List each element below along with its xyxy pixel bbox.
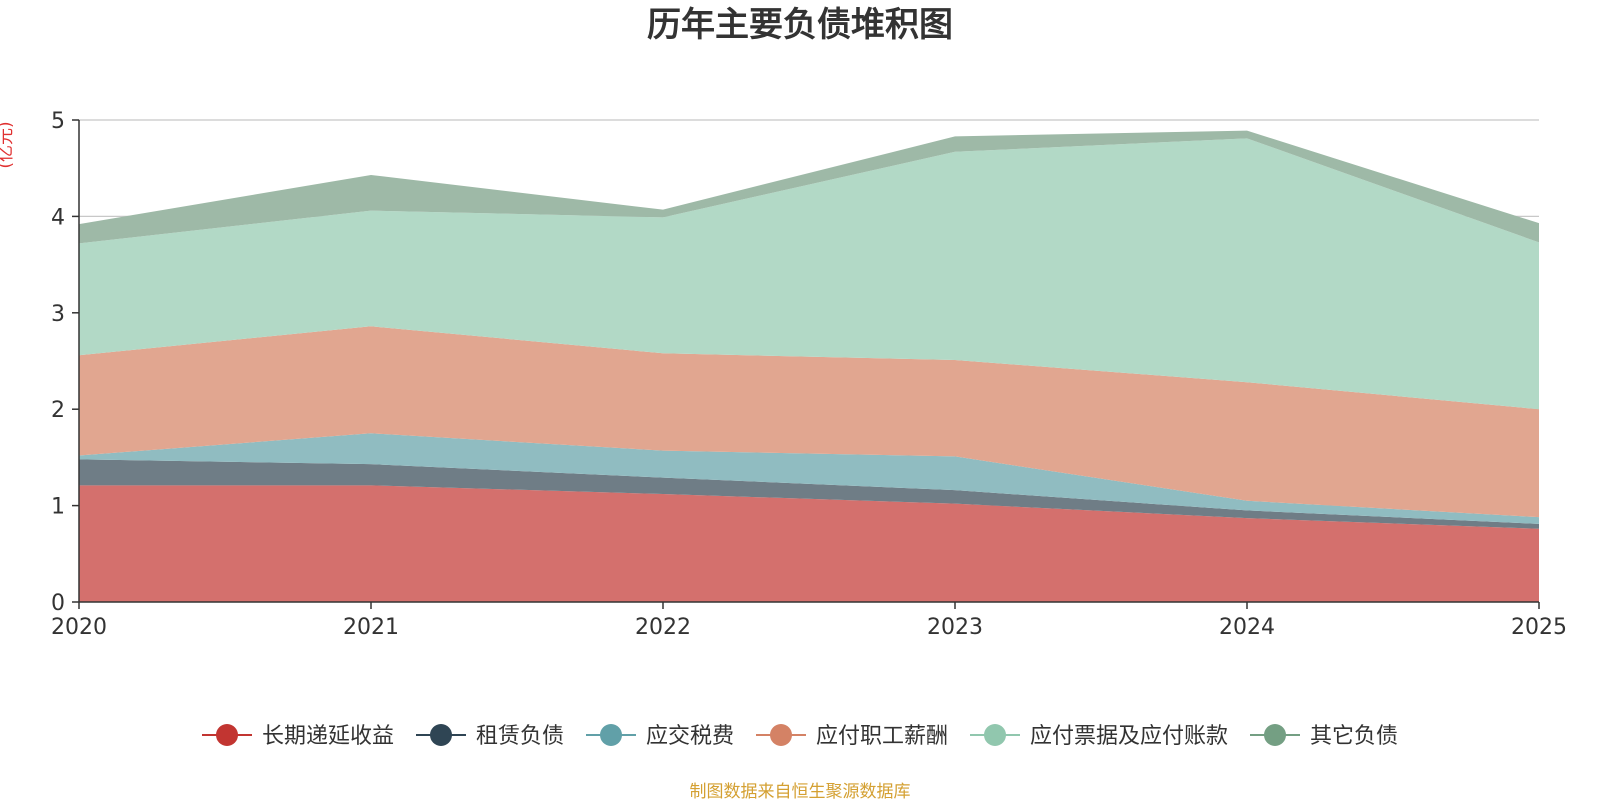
- area-series-1[interactable]: [79, 485, 1539, 602]
- legend-label: 应交税费: [646, 724, 734, 749]
- legend-item-2[interactable]: 租赁负债: [416, 724, 564, 749]
- area-series-5[interactable]: [79, 138, 1539, 410]
- legend-circle-marker: [600, 724, 622, 746]
- legend-circle-marker: [1264, 724, 1286, 746]
- y-tick-label-2: 2: [51, 398, 65, 423]
- legend: 长期递延收益 租赁负债 应交税费 应付职工薪酬 应付票据及应付账款 其它负债: [202, 724, 1398, 749]
- legend-item-3[interactable]: 应交税费: [586, 724, 734, 749]
- area-series-2[interactable]: [79, 459, 1539, 529]
- x-tick-label-2023: 2023: [927, 615, 983, 640]
- legend-label: 其它负债: [1310, 724, 1398, 749]
- area-series-group: [79, 130, 1539, 602]
- y-tick-label-5: 5: [51, 109, 65, 134]
- y-axis-unit-label: (亿元): [0, 121, 16, 168]
- area-series-3[interactable]: [79, 433, 1539, 524]
- legend-circle-marker: [216, 724, 238, 746]
- y-tick-label-1: 1: [51, 495, 65, 520]
- y-tick-label-4: 4: [51, 205, 65, 230]
- x-ticks: 2020 2021 2022 2023 2024 2025: [51, 602, 1567, 640]
- source-note: 制图数据来自恒生聚源数据库: [690, 782, 911, 800]
- x-tick-label-2020: 2020: [51, 615, 107, 640]
- y-tick-label-0: 0: [51, 591, 65, 616]
- y-ticks: 0 1 2 3 4 5: [51, 109, 79, 616]
- legend-item-5[interactable]: 应付票据及应付账款: [970, 724, 1228, 749]
- legend-label: 应付票据及应付账款: [1030, 724, 1228, 749]
- axes: [78, 120, 1539, 603]
- legend-label: 应付职工薪酬: [816, 724, 948, 749]
- legend-item-4[interactable]: 应付职工薪酬: [756, 724, 948, 749]
- chart-title: 历年主要负债堆积图: [647, 5, 953, 45]
- legend-circle-marker: [984, 724, 1006, 746]
- x-tick-label-2024: 2024: [1219, 615, 1275, 640]
- legend-item-6[interactable]: 其它负债: [1250, 724, 1398, 749]
- area-series-4[interactable]: [79, 326, 1539, 518]
- legend-item-1[interactable]: 长期递延收益: [202, 724, 394, 749]
- x-tick-label-2022: 2022: [635, 615, 691, 640]
- x-tick-label-2025: 2025: [1511, 615, 1567, 640]
- legend-circle-marker: [430, 724, 452, 746]
- y-tick-label-3: 3: [51, 302, 65, 327]
- area-series-6[interactable]: [79, 130, 1539, 244]
- legend-circle-marker: [770, 724, 792, 746]
- legend-label: 租赁负债: [476, 724, 564, 749]
- x-tick-label-2021: 2021: [343, 615, 399, 640]
- legend-label: 长期递延收益: [262, 724, 394, 749]
